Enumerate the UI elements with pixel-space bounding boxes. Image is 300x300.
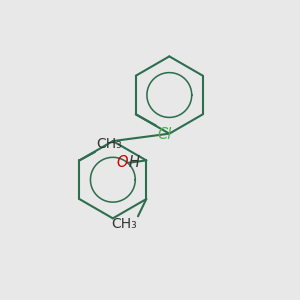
Text: CH₃: CH₃ — [111, 218, 137, 232]
Text: CH₃: CH₃ — [96, 137, 122, 151]
Text: H: H — [128, 155, 140, 170]
Text: Cl: Cl — [157, 127, 172, 142]
Text: O: O — [116, 155, 128, 170]
